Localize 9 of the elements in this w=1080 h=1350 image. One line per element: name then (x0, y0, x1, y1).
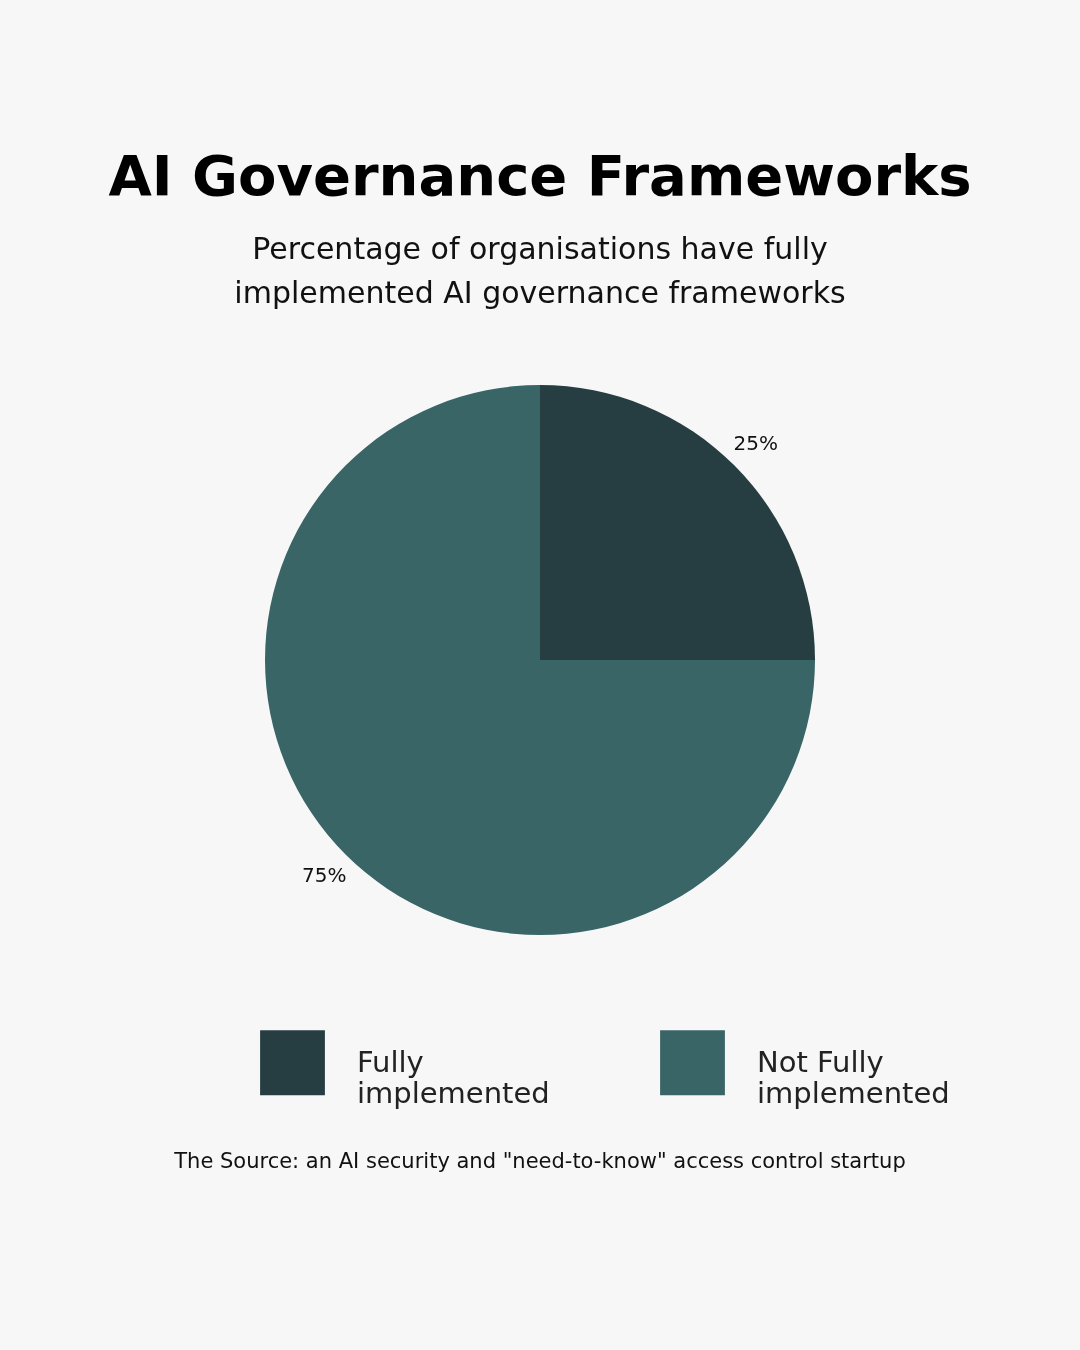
data-label: 25% (733, 431, 778, 456)
legend-label: Not Fully implemented (757, 1044, 950, 1110)
pie-slice (265, 385, 815, 935)
pie-slice (540, 385, 815, 660)
chart-subtitle: Percentage of organisations have fully implemented AI governance frameworks (234, 231, 846, 310)
legend-label: Fully implemented (357, 1044, 550, 1110)
chart-title: AI Governance Frameworks (108, 143, 972, 208)
text: The Source: an AI security and "need-to-know" access control startup (173, 1149, 907, 1173)
data-label: 75% (302, 862, 347, 887)
